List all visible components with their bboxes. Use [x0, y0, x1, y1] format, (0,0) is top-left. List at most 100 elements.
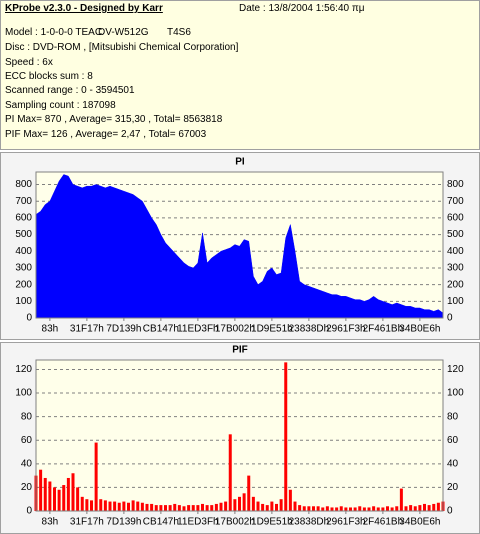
bar	[122, 501, 126, 511]
bar	[307, 506, 311, 511]
bar	[228, 434, 232, 511]
bar	[247, 475, 251, 511]
y-tick-label-right: 40	[447, 458, 459, 469]
bar	[423, 503, 426, 511]
y-tick-label-right: 300	[447, 263, 464, 274]
bar	[173, 503, 177, 511]
y-tick-label-right: 100	[447, 296, 464, 307]
x-tick-label: 2F461Bh	[363, 324, 404, 335]
bar	[376, 507, 380, 511]
x-tick-label: 83h	[42, 324, 59, 335]
y-tick-label: 700	[15, 196, 32, 207]
bar	[219, 502, 223, 511]
bar	[191, 505, 195, 511]
bar	[335, 507, 339, 511]
bar	[168, 505, 172, 511]
bar	[53, 487, 56, 511]
x-tick-label: 11ED3Fh	[177, 324, 219, 335]
bar	[279, 499, 283, 511]
bar	[409, 505, 413, 511]
bar	[117, 502, 121, 511]
bar	[330, 507, 334, 511]
firmware: T4S6	[167, 27, 191, 38]
x-tick-label: 34B0E6h	[399, 324, 440, 335]
scanned-range: Scanned range : 0 - 3594501	[5, 85, 135, 96]
x-tick-label: 31F17h	[70, 324, 104, 335]
y-tick-label-right: 80	[447, 411, 459, 422]
x-tick-label: 7D139h	[106, 324, 141, 335]
bar	[349, 507, 352, 511]
y-tick-label: 600	[15, 213, 32, 224]
y-tick-label-right: 120	[447, 364, 464, 375]
x-tick-label: CB147h	[143, 517, 179, 528]
bar	[80, 496, 84, 511]
bar	[99, 499, 103, 511]
bar	[358, 506, 362, 511]
bar	[362, 507, 366, 511]
x-tick-label: 11ED3Fh	[177, 517, 219, 528]
y-tick-label: 300	[15, 263, 32, 274]
bar	[404, 506, 408, 511]
bar	[113, 501, 117, 511]
bar	[154, 505, 158, 511]
bar	[436, 502, 440, 511]
y-tick-label-right: 800	[447, 179, 464, 190]
bar	[344, 507, 348, 511]
disc: Disc : DVD-ROM , [Mitsubishi Chemical Co…	[5, 42, 239, 53]
y-tick-label-right: 60	[447, 435, 459, 446]
bar	[85, 499, 89, 511]
bar	[367, 507, 371, 511]
info-panel: KProbe v2.3.0 - Designed by Karr Date : …	[0, 0, 480, 150]
bar	[251, 496, 255, 511]
y-tick-label-right: 100	[447, 388, 464, 399]
bar	[390, 507, 394, 511]
bar	[381, 507, 385, 511]
y-tick-label-right: 0	[447, 506, 453, 517]
bar	[164, 505, 167, 511]
bar	[395, 506, 399, 511]
bar	[205, 505, 209, 511]
sampling-count: Sampling count : 187098	[5, 100, 116, 111]
pif-stats: PIF Max= 126 , Average= 2,47 , Total= 67…	[5, 129, 207, 140]
x-tick-label: 17B002h	[215, 517, 255, 528]
bar	[256, 501, 260, 511]
pif-chart: PIF 0 0 20 20 40 40 60 60 80 80 100 100 120 120 83h 31F1…	[0, 342, 480, 534]
bar	[103, 500, 107, 511]
bar	[275, 503, 278, 511]
bar	[159, 505, 163, 511]
y-tick-label: 100	[15, 296, 32, 307]
bar	[288, 489, 292, 511]
bar	[187, 505, 191, 511]
y-tick-label-right: 200	[447, 279, 464, 290]
bar	[43, 477, 47, 511]
speed: Speed : 6x	[5, 57, 53, 68]
y-tick-label: 60	[21, 435, 33, 446]
bar	[270, 501, 274, 511]
y-tick-label: 80	[21, 411, 33, 422]
bar	[108, 501, 112, 511]
y-tick-label: 20	[21, 482, 33, 493]
bar	[386, 506, 389, 511]
bar	[432, 503, 436, 511]
y-tick-label-right: 600	[447, 213, 464, 224]
bar	[150, 503, 154, 511]
bar	[321, 507, 325, 511]
bar	[90, 500, 93, 511]
bar	[353, 507, 357, 511]
bar	[57, 489, 61, 511]
plot-area	[35, 359, 444, 512]
bar	[242, 493, 246, 511]
bar	[265, 505, 269, 511]
bar	[339, 506, 343, 511]
plot-border	[35, 171, 444, 319]
y-tick-label-right: 20	[447, 482, 459, 493]
pi-chart: PI 0 0 100 100 200 200 300 300 400 400 500 500 600 600…	[0, 152, 480, 340]
plot-border	[35, 359, 444, 512]
x-tick-label: 2961F3h	[326, 517, 365, 528]
bar	[201, 503, 204, 511]
x-tick-label: 1D9E51h	[251, 324, 293, 335]
x-tick-label: 7D139h	[106, 517, 141, 528]
bar	[177, 505, 181, 511]
bar	[39, 469, 43, 511]
